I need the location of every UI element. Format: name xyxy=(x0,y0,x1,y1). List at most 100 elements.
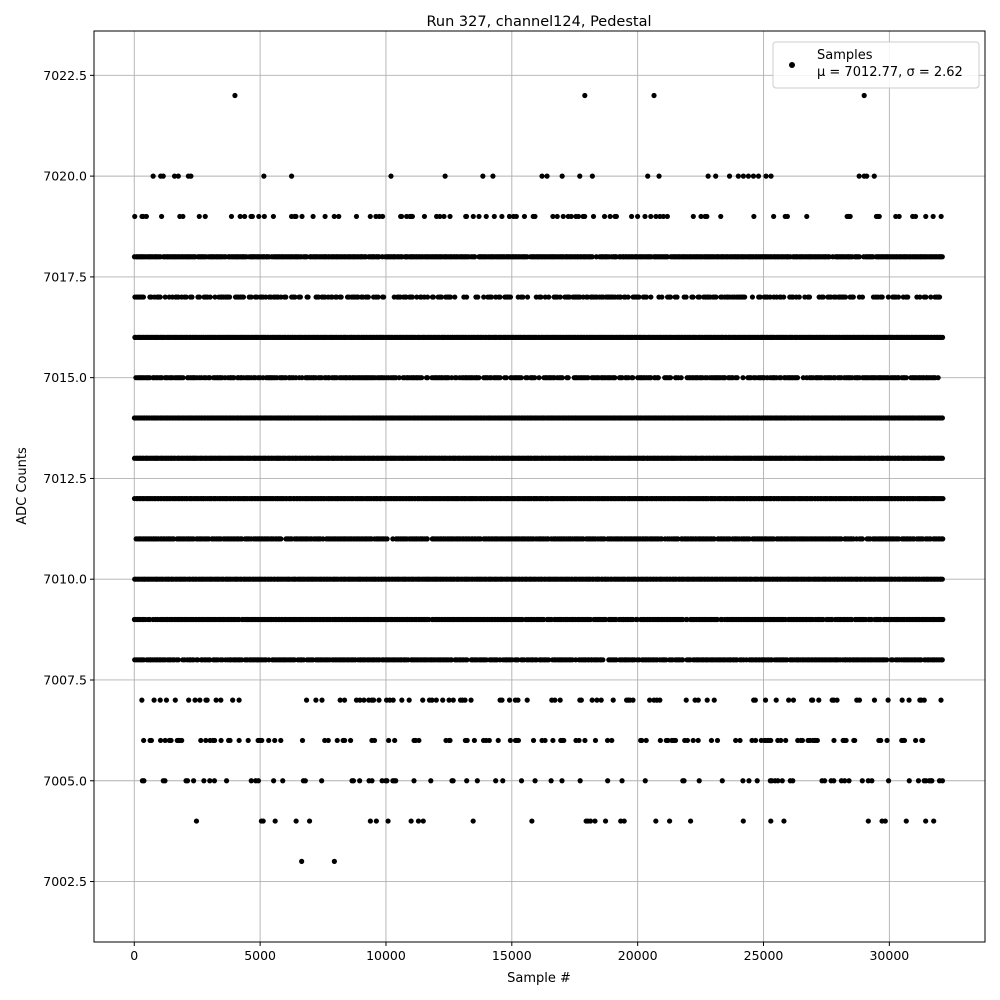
data-point xyxy=(648,294,654,300)
data-point xyxy=(472,254,478,260)
data-point xyxy=(189,294,195,300)
data-point xyxy=(940,495,946,502)
data-point xyxy=(497,375,503,381)
data-point xyxy=(895,294,902,300)
data-point xyxy=(261,173,267,179)
data-point xyxy=(140,294,147,300)
data-point xyxy=(447,294,454,300)
data-point xyxy=(589,254,595,260)
data-point xyxy=(438,294,445,300)
data-point xyxy=(939,576,945,582)
data-point xyxy=(577,173,583,179)
data-point xyxy=(207,294,213,300)
data-point xyxy=(678,375,684,381)
data-point xyxy=(655,375,661,381)
data-point xyxy=(879,294,885,300)
data-point xyxy=(283,294,289,300)
data-point xyxy=(705,173,711,179)
data-point xyxy=(659,294,665,300)
data-point xyxy=(480,173,486,179)
data-point xyxy=(826,254,832,260)
data-point xyxy=(735,173,741,179)
data-point xyxy=(481,294,487,300)
data-point xyxy=(794,375,801,381)
data-point xyxy=(207,375,213,381)
data-point xyxy=(232,92,238,99)
data-point xyxy=(475,294,481,300)
data-point xyxy=(935,375,941,381)
data-point xyxy=(388,173,394,179)
data-point xyxy=(763,173,769,179)
data-point xyxy=(664,254,670,260)
data-point xyxy=(507,294,514,300)
data-point xyxy=(768,173,774,179)
data-point xyxy=(625,294,631,300)
data-point xyxy=(859,536,866,542)
data-point xyxy=(740,173,746,179)
data-point xyxy=(150,173,156,179)
data-point xyxy=(518,375,524,381)
data-point xyxy=(859,294,866,300)
data-point xyxy=(381,294,387,300)
data-point xyxy=(365,294,371,300)
data-point xyxy=(885,294,891,300)
data-point xyxy=(384,536,390,542)
data-point xyxy=(903,375,909,381)
data-point xyxy=(196,294,203,300)
data-point xyxy=(630,375,636,381)
data-point xyxy=(674,294,680,300)
data-point xyxy=(917,294,923,300)
data-point xyxy=(171,173,178,179)
data-point xyxy=(188,173,194,179)
data-point xyxy=(288,173,295,179)
data-point xyxy=(297,294,304,300)
data-point xyxy=(612,375,618,381)
data-point xyxy=(713,294,719,300)
data-point xyxy=(559,173,565,179)
data-point xyxy=(442,173,448,179)
data-point xyxy=(861,92,867,99)
data-point xyxy=(856,173,862,179)
data-point xyxy=(645,173,651,179)
data-point xyxy=(396,375,402,381)
data-point xyxy=(424,294,431,300)
data-point xyxy=(180,375,186,381)
data-point xyxy=(742,294,748,300)
data-point xyxy=(636,294,642,300)
data-point xyxy=(856,254,862,260)
data-point xyxy=(546,294,552,300)
data-point xyxy=(278,536,284,542)
data-point xyxy=(939,334,946,340)
data-point xyxy=(850,294,856,300)
data-point xyxy=(767,294,773,300)
data-point xyxy=(299,375,305,381)
data-point xyxy=(520,294,526,300)
data-point xyxy=(544,173,550,179)
data-point xyxy=(757,294,763,300)
data-point xyxy=(419,375,425,381)
data-point xyxy=(331,858,337,864)
data-point xyxy=(842,294,849,300)
data-point xyxy=(488,294,495,300)
data-point xyxy=(667,294,674,300)
data-point xyxy=(648,375,654,381)
data-point xyxy=(414,294,420,300)
data-point xyxy=(745,173,752,179)
data-point xyxy=(292,294,298,300)
data-point xyxy=(781,294,787,300)
data-point xyxy=(820,294,826,300)
data-point xyxy=(871,173,877,179)
data-point xyxy=(231,375,237,381)
data-point xyxy=(183,294,189,300)
data-point xyxy=(240,294,247,300)
data-point xyxy=(651,92,657,99)
data-point xyxy=(305,294,311,300)
data-point xyxy=(750,173,757,179)
data-point xyxy=(175,173,181,179)
data-point xyxy=(430,294,436,300)
data-point xyxy=(536,375,542,381)
data-point xyxy=(424,536,430,542)
data-point xyxy=(939,415,946,421)
data-point xyxy=(928,294,934,300)
